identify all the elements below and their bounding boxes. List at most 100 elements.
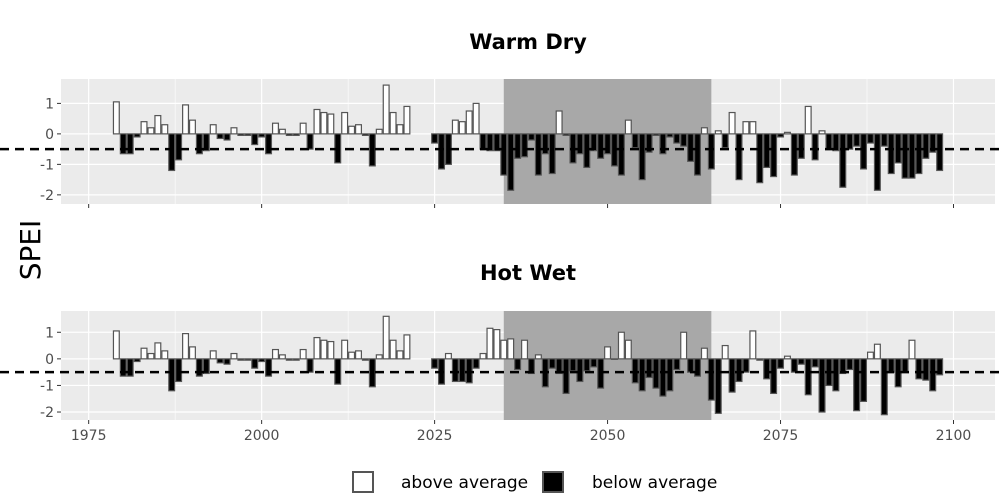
bar-below — [431, 358, 439, 369]
bar-below — [659, 358, 667, 397]
bar-below — [873, 133, 881, 191]
y-axis-label: SPEI — [14, 220, 47, 281]
bar-above — [555, 110, 563, 135]
bar-below — [265, 133, 273, 155]
bar-above — [354, 124, 363, 135]
bar-above — [313, 336, 321, 360]
bar-below — [770, 133, 778, 178]
bar-below — [832, 133, 840, 152]
bar-below — [790, 133, 798, 176]
bar-below — [119, 358, 127, 377]
bar-below — [223, 358, 231, 365]
bar-below — [714, 358, 722, 414]
bar-below — [936, 133, 944, 172]
bar-above — [230, 127, 238, 135]
bar-below — [472, 358, 480, 369]
bar-below — [521, 133, 529, 158]
bar-below — [901, 358, 909, 373]
bar-below — [666, 358, 674, 392]
bar-below — [285, 358, 293, 361]
bar-above — [714, 130, 722, 135]
legend-above-label: above average — [401, 473, 528, 493]
bar-below — [880, 133, 888, 147]
bar-above — [783, 355, 791, 360]
bar-below — [541, 133, 549, 155]
bar-below — [922, 133, 930, 159]
bar-below — [306, 133, 314, 150]
bar-above — [112, 101, 120, 135]
y-tick-label: -1 — [40, 157, 54, 173]
bar-below — [202, 358, 210, 375]
bar-below — [514, 133, 522, 159]
y-tick-label: 0 — [45, 352, 54, 368]
bar-below — [666, 133, 674, 138]
bar-below — [361, 358, 369, 361]
bar-below — [119, 133, 127, 155]
bar-below — [514, 358, 522, 371]
bar-below — [866, 133, 874, 144]
bar-below — [811, 358, 819, 368]
y-tick-label: 1 — [45, 96, 54, 112]
bar-below — [168, 358, 176, 392]
bar-below — [133, 133, 141, 138]
bar-below — [860, 133, 868, 170]
bar-above — [161, 124, 169, 135]
bar-above — [382, 84, 390, 135]
bar-above — [299, 122, 307, 135]
bar-above — [451, 119, 459, 135]
bar-below — [756, 133, 764, 184]
bar-below — [597, 133, 605, 159]
bar-below — [645, 133, 653, 153]
bar-below — [908, 133, 916, 179]
bar-below — [853, 358, 861, 412]
bar-above — [700, 127, 708, 135]
bar-below — [265, 358, 273, 377]
x-tick-label: 2025 — [417, 428, 453, 444]
y-tick-label: 0 — [45, 127, 54, 143]
bar-above — [209, 350, 217, 360]
bar-below — [638, 133, 646, 181]
panel-title: Hot Wet — [480, 261, 576, 285]
bar-below — [901, 133, 909, 179]
bar-above — [209, 124, 217, 135]
bar-above — [299, 348, 307, 360]
bar-above — [444, 352, 452, 360]
bar-above — [320, 339, 328, 360]
panel-title: Warm Dry — [469, 30, 587, 54]
bar-above — [382, 315, 390, 360]
legend: above average below average — [352, 471, 717, 493]
bar-below — [548, 133, 556, 175]
bar-below — [569, 358, 577, 372]
bar-below — [285, 133, 293, 137]
bar-above — [521, 339, 529, 360]
bar-above — [493, 329, 501, 360]
bar-below — [195, 133, 203, 155]
bar-above — [500, 339, 508, 360]
bar-below — [258, 358, 266, 363]
bar-below — [811, 133, 819, 161]
bar-below — [693, 133, 702, 176]
bar-below — [922, 358, 930, 381]
bar-below — [929, 358, 937, 392]
bar-above — [313, 108, 321, 135]
bar-below — [693, 358, 702, 377]
bar-above — [112, 330, 120, 360]
bar-below — [576, 358, 584, 383]
bar-above — [507, 338, 515, 360]
bar-above — [624, 119, 632, 135]
bar-below — [777, 358, 785, 369]
bar-below — [168, 133, 176, 172]
bar-below — [175, 133, 183, 161]
y-tick-label: -2 — [40, 188, 54, 204]
legend-above-key — [352, 471, 374, 493]
bar-above — [866, 351, 874, 360]
bar-above — [458, 121, 466, 135]
x-tick-label: 2100 — [936, 428, 972, 444]
bar-below — [735, 133, 743, 181]
bar-below — [915, 358, 923, 380]
bar-above — [610, 358, 618, 360]
bar-below — [292, 133, 300, 137]
bar-above — [749, 330, 757, 360]
bar-below — [133, 358, 141, 363]
bar-below — [825, 133, 833, 150]
